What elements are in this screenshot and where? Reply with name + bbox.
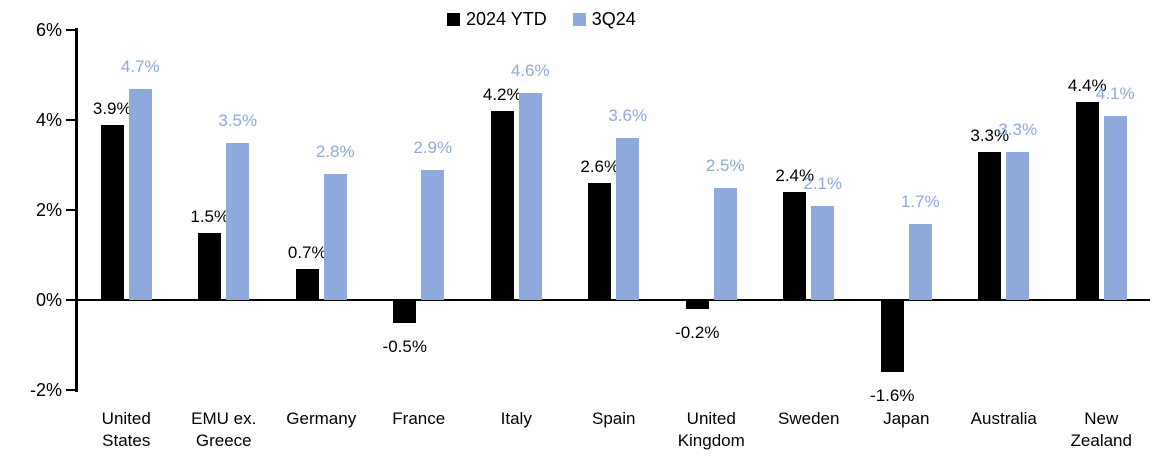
x-axis-label-australia: Australia (970, 409, 1037, 428)
bar-2024-ytd-france (393, 300, 417, 323)
bar-2024-ytd-sweden (783, 192, 807, 300)
bar-3q24-sweden (811, 205, 835, 300)
y-axis-tick-label: -2% (29, 380, 62, 400)
value-label-3q24-germany: 2.8% (315, 142, 355, 161)
bar-2024-ytd-australia (978, 151, 1002, 300)
value-label-3q24-france: 2.9% (413, 137, 453, 157)
bar-3q24-new-zealand (1103, 115, 1127, 300)
bar-3q24-france (421, 169, 445, 300)
y-axis-tick (65, 298, 78, 302)
bar-2024-ytd-united-kingdom (685, 300, 709, 309)
bar-2024-ytd-germany (295, 268, 319, 300)
value-label-3q24-australia: 3.3% (998, 119, 1038, 139)
x-axis-label-italy: Italy (500, 409, 532, 428)
y-axis-tick-label: 0% (35, 290, 62, 310)
bar-2024-ytd-spain (588, 183, 612, 300)
bar-3q24-united-states (128, 88, 152, 300)
bar-2024-ytd-united-states (100, 124, 124, 300)
y-axis-tick (65, 118, 78, 122)
bar-2024-ytd-japan (880, 300, 904, 372)
x-axis-label-new-zealand: New Zealand (1070, 409, 1132, 450)
y-axis-tick (65, 388, 78, 392)
value-label-2024-ytd-australia: 3.3% (970, 125, 1010, 145)
bar-2024-ytd-emu-ex-greece (198, 232, 222, 300)
value-label-2024-ytd-united-kingdom: -0.2% (675, 323, 720, 342)
bar-3q24-italy (518, 93, 542, 300)
bar-3q24-spain (616, 138, 640, 300)
legend-label: 2024 YTD (466, 9, 547, 29)
bar-3q24-emu-ex-greece (226, 142, 250, 300)
bar-3q24-japan (908, 223, 932, 300)
value-label-3q24-sweden: 2.1% (803, 173, 843, 193)
x-axis-label-united-states: United States (101, 409, 151, 450)
y-axis-tick-label: 4% (35, 110, 62, 130)
x-axis-label-france: France (392, 409, 446, 428)
bar-3q24-australia (1006, 151, 1030, 300)
value-label-3q24-spain: 3.6% (608, 106, 648, 125)
legend-item-3q24: 3Q24 (572, 9, 636, 29)
bar-3q24-germany (323, 174, 347, 300)
value-label-2024-ytd-new-zealand: 4.4% (1067, 76, 1107, 95)
value-label-3q24-italy: 4.6% (510, 61, 550, 80)
y-axis-tick-label: 6% (35, 20, 62, 40)
value-label-2024-ytd-germany: 0.7% (287, 242, 327, 262)
value-label-2024-ytd-emu-ex-greece: 1.5% (190, 206, 230, 226)
bar-2024-ytd-new-zealand (1075, 102, 1099, 300)
value-label-2024-ytd-spain: 2.6% (580, 157, 620, 176)
bar-2024-ytd-italy (490, 111, 514, 300)
value-label-3q24-emu-ex-greece: 3.5% (218, 110, 258, 130)
value-label-2024-ytd-france: -0.5% (382, 336, 427, 356)
legend-swatch-3q24 (572, 12, 586, 26)
x-axis-label-united-kingdom: United Kingdom (677, 409, 745, 450)
value-label-3q24-japan: 1.7% (900, 191, 940, 211)
y-axis-tick (65, 28, 78, 32)
value-label-2024-ytd-japan: -1.6% (870, 386, 915, 405)
x-axis-label-spain: Spain (592, 409, 636, 428)
value-label-2024-ytd-sweden: 2.4% (775, 166, 815, 185)
y-axis-tick (65, 208, 78, 212)
value-label-2024-ytd-united-states: 3.9% (92, 98, 132, 118)
value-label-2024-ytd-italy: 4.2% (482, 85, 522, 104)
zero-baseline (75, 298, 1150, 302)
x-axis-label-japan: Japan (883, 409, 930, 428)
x-axis-label-emu-ex-greece: EMU ex. Greece (191, 409, 257, 450)
value-label-3q24-united-states: 4.7% (120, 56, 160, 76)
value-label-3q24-new-zealand: 4.1% (1095, 83, 1135, 103)
bar-3q24-united-kingdom (713, 187, 737, 300)
y-axis-line (75, 28, 78, 392)
chart-legend: 2024 YTD 3Q24 (447, 9, 636, 29)
y-axis-tick-label: 2% (35, 200, 62, 220)
x-axis-label-germany: Germany (286, 409, 357, 428)
legend-swatch-2024-ytd (447, 12, 460, 26)
value-label-3q24-united-kingdom: 2.5% (705, 155, 745, 175)
x-axis-label-sweden: Sweden (778, 409, 840, 428)
legend-label: 3Q24 (591, 9, 636, 29)
legend-item-2024-ytd: 2024 YTD (447, 9, 547, 29)
